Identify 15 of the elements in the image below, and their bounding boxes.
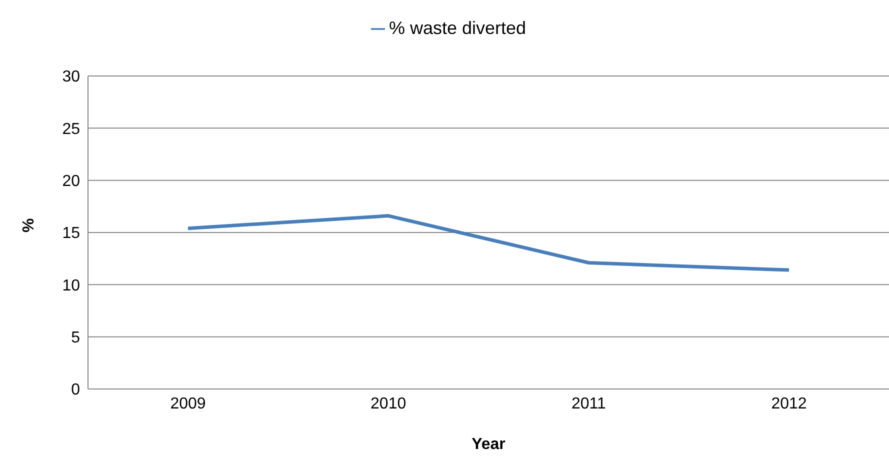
x-tick-label: 2009 <box>170 395 206 412</box>
y-tick-label: 15 <box>62 225 80 242</box>
x-tick-label: 2010 <box>370 395 406 412</box>
line-series <box>186 214 791 272</box>
y-axis-title: % <box>20 218 38 232</box>
y-tick-label: 30 <box>62 68 80 86</box>
x-tick-label: 2012 <box>771 395 807 412</box>
y-tick-label: 20 <box>62 173 80 190</box>
y-tick-label: 5 <box>71 330 80 347</box>
y-tick-label: 0 <box>71 382 80 399</box>
y-tick-label: 10 <box>62 277 80 294</box>
x-tick-label: 2011 <box>571 395 606 412</box>
x-axis-title: Year <box>472 436 506 453</box>
y-tick-label: 25 <box>62 120 80 138</box>
legend-label: % waste diverted <box>388 18 526 38</box>
